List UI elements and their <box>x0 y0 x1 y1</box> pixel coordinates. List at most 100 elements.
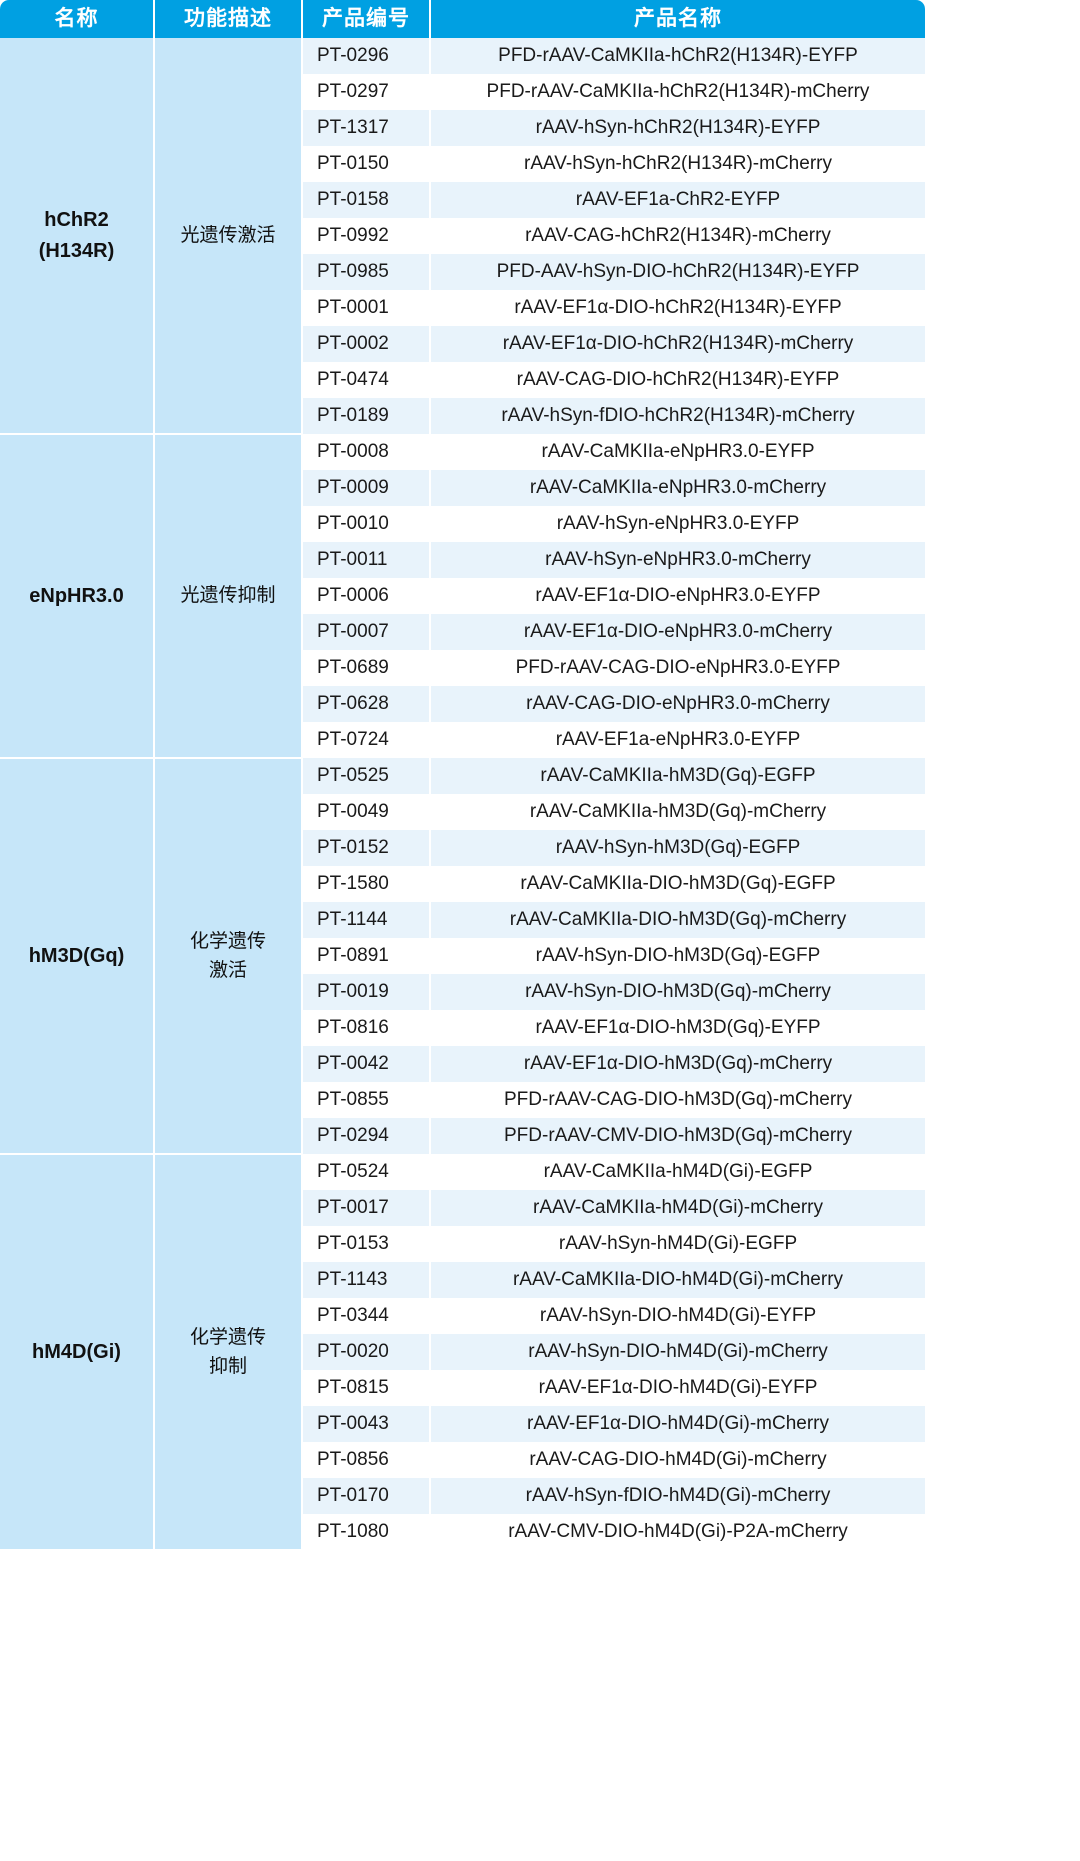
column-header-function-description: 功能描述 <box>154 0 303 38</box>
table-row: PT-0007 rAAV-EF1α-DIO-eNpHR3.0-mCherry <box>0 614 925 650</box>
product-name-cell: rAAV-hSyn-hM4D(Gi)-EGFP <box>430 1226 925 1262</box>
group-name-line: hM3D(Gq) <box>28 944 125 967</box>
group-description-line: 光遗传激活 <box>180 224 276 246</box>
product-code-cell: PT-0020 <box>302 1334 431 1370</box>
table-row: PT-0474 rAAV-CAG-DIO-hChR2(H134R)-EYFP <box>0 362 925 398</box>
group-name-cell: hChR2 (H134R) <box>0 38 155 435</box>
product-name-cell: rAAV-EF1α-DIO-eNpHR3.0-mCherry <box>430 614 925 650</box>
group-name-cell: hM3D(Gq) <box>0 758 155 1155</box>
product-name-cell: rAAV-CaMKIIa-hM3D(Gq)-mCherry <box>430 794 925 830</box>
product-code-cell: PT-0856 <box>302 1442 431 1478</box>
table-row: PT-0992 rAAV-CAG-hChR2(H134R)-mCherry <box>0 218 925 254</box>
column-header-name: 名称 <box>0 0 155 38</box>
product-name-cell: rAAV-hSyn-DIO-hM4D(Gi)-EYFP <box>430 1298 925 1334</box>
column-header-product-name: 产品名称 <box>430 0 925 38</box>
product-name-cell: rAAV-hSyn-hChR2(H134R)-mCherry <box>430 146 925 182</box>
table-row: PT-0189 rAAV-hSyn-fDIO-hChR2(H134R)-mCher… <box>0 398 925 434</box>
product-code-cell: PT-0985 <box>302 254 431 290</box>
table-row: PT-1144 rAAV-CaMKIIa-DIO-hM3D(Gq)-mCherry <box>0 902 925 938</box>
table-row: PT-0294 PFD-rAAV-CMV-DIO-hM3D(Gq)-mCherry <box>0 1118 925 1154</box>
product-code-cell: PT-1080 <box>302 1514 431 1550</box>
group-name-cell: hM4D(Gi) <box>0 1154 155 1551</box>
column-header-product-code: 产品编号 <box>302 0 431 38</box>
table-row: PT-0006 rAAV-EF1α-DIO-eNpHR3.0-EYFP <box>0 578 925 614</box>
table-row: PT-0011 rAAV-hSyn-eNpHR3.0-mCherry <box>0 542 925 578</box>
product-name-cell: rAAV-EF1a-eNpHR3.0-EYFP <box>430 722 925 758</box>
product-code-cell: PT-0297 <box>302 74 431 110</box>
product-code-cell: PT-0152 <box>302 830 431 866</box>
product-code-cell: PT-0001 <box>302 290 431 326</box>
table-row: PT-0017 rAAV-CaMKIIa-hM4D(Gi)-mCherry <box>0 1190 925 1226</box>
product-name-cell: rAAV-CAG-DIO-hChR2(H134R)-EYFP <box>430 362 925 398</box>
product-code-cell: PT-0815 <box>302 1370 431 1406</box>
group-description-line: 化学遗传 <box>189 1326 266 1348</box>
product-name-cell: rAAV-hSyn-hM3D(Gq)-EGFP <box>430 830 925 866</box>
product-name-cell: rAAV-CaMKIIa-DIO-hM3D(Gq)-EGFP <box>430 866 925 902</box>
table-row: hM3D(Gq) 化学遗传激活 PT-0525 rAAV-CaMKIIa-hM3D(G… <box>0 758 925 1155</box>
product-name-cell: rAAV-EF1α-DIO-hM4D(Gi)-EYFP <box>430 1370 925 1406</box>
product-table-wrapper: 名称 功能描述 产品编号 产品名称 hChR2 (H134R) 光遗传激活 PT-02… <box>0 0 925 1551</box>
product-code-cell: PT-0855 <box>302 1082 431 1118</box>
product-name-cell: rAAV-CaMKIIa-eNpHR3.0-mCherry <box>430 470 925 506</box>
group-description-line: 化学遗传 <box>189 930 266 952</box>
product-name-cell: rAAV-hSyn-fDIO-hM4D(Gi)-mCherry <box>430 1478 925 1514</box>
table-row: PT-0153 rAAV-hSyn-hM4D(Gi)-EGFP <box>0 1226 925 1262</box>
table-row: PT-0043 rAAV-EF1α-DIO-hM4D(Gi)-mCherry <box>0 1406 925 1442</box>
product-name-cell: PFD-rAAV-CAG-DIO-hM3D(Gq)-mCherry <box>430 1082 925 1118</box>
product-code-cell: PT-0296 <box>302 38 431 74</box>
product-name-cell: rAAV-CaMKIIa-eNpHR3.0-EYFP <box>430 434 925 470</box>
product-code-cell: PT-1143 <box>302 1262 431 1298</box>
product-name-cell: rAAV-EF1α-DIO-hM3D(Gq)-mCherry <box>430 1046 925 1082</box>
product-name-cell: rAAV-CaMKIIa-hM3D(Gq)-EGFP <box>430 758 925 794</box>
product-name-cell: PFD-rAAV-CMV-DIO-hM3D(Gq)-mCherry <box>430 1118 925 1154</box>
product-name-cell: rAAV-CAG-hChR2(H134R)-mCherry <box>430 218 925 254</box>
table-row: PT-1317 rAAV-hSyn-hChR2(H134R)-EYFP <box>0 110 925 146</box>
product-name-cell: rAAV-EF1α-DIO-eNpHR3.0-EYFP <box>430 578 925 614</box>
table-row: PT-0170 rAAV-hSyn-fDIO-hM4D(Gi)-mCherry <box>0 1478 925 1514</box>
table-row: PT-0689 PFD-rAAV-CAG-DIO-eNpHR3.0-EYFP <box>0 650 925 686</box>
table-row: hChR2 (H134R) 光遗传激活 PT-0296 PFD-rAAV-CaMKIIa… <box>0 38 925 435</box>
group-description-line: 激活 <box>208 960 247 981</box>
product-name-cell: rAAV-hSyn-fDIO-hChR2(H134R)-mCherry <box>430 398 925 434</box>
table-row: PT-0009 rAAV-CaMKIIa-eNpHR3.0-mCherry <box>0 470 925 506</box>
product-name-cell: rAAV-EF1α-DIO-hChR2(H134R)-EYFP <box>430 290 925 326</box>
product-name-cell: PFD-rAAV-CaMKIIa-hChR2(H134R)-mCherry <box>430 74 925 110</box>
table-header: 名称 功能描述 产品编号 产品名称 <box>0 0 925 38</box>
table-row: PT-0010 rAAV-hSyn-eNpHR3.0-EYFP <box>0 506 925 542</box>
product-code-cell: PT-0992 <box>302 218 431 254</box>
table-row: eNpHR3.0 光遗传抑制 PT-0008 rAAV-CaMKIIa-eNpHR3.… <box>0 434 925 759</box>
product-code-cell: PT-0043 <box>302 1406 431 1442</box>
product-code-cell: PT-0007 <box>302 614 431 650</box>
product-name-cell: rAAV-EF1a-ChR2-EYFP <box>430 182 925 218</box>
table-row: PT-0020 rAAV-hSyn-DIO-hM4D(Gi)-mCherry <box>0 1334 925 1370</box>
product-code-cell: PT-0724 <box>302 722 431 758</box>
group-description-cell: 化学遗传 抑制 <box>154 1154 303 1551</box>
group-description-line: 抑制 <box>208 1356 247 1377</box>
product-code-cell: PT-0891 <box>302 938 431 974</box>
product-name-cell: rAAV-EF1α-DIO-hM4D(Gi)-mCherry <box>430 1406 925 1442</box>
product-name-cell: rAAV-CAG-DIO-eNpHR3.0-mCherry <box>430 686 925 722</box>
table-row: PT-0816 rAAV-EF1α-DIO-hM3D(Gq)-EYFP <box>0 1010 925 1046</box>
table-row: PT-0152 rAAV-hSyn-hM3D(Gq)-EGFP <box>0 830 925 866</box>
table-row: PT-0891 rAAV-hSyn-DIO-hM3D(Gq)-EGFP <box>0 938 925 974</box>
group-name-line: eNpHR3.0 <box>29 584 124 607</box>
product-code-cell: PT-0525 <box>302 758 431 794</box>
table-body: hChR2 (H134R) 光遗传激活 PT-0296 PFD-rAAV-CaMKIIa… <box>0 38 925 1551</box>
product-code-cell: PT-0042 <box>302 1046 431 1082</box>
group-name-line: hChR2 <box>44 208 109 231</box>
product-code-cell: PT-1144 <box>302 902 431 938</box>
product-name-cell: rAAV-hSyn-DIO-hM4D(Gi)-mCherry <box>430 1334 925 1370</box>
product-code-cell: PT-1317 <box>302 110 431 146</box>
product-name-cell: rAAV-hSyn-DIO-hM3D(Gq)-EGFP <box>430 938 925 974</box>
product-code-cell: PT-0816 <box>302 1010 431 1046</box>
group-name-cell: eNpHR3.0 <box>0 434 155 759</box>
product-code-cell: PT-0153 <box>302 1226 431 1262</box>
group-description-line: 光遗传抑制 <box>180 585 276 607</box>
table-row: PT-1143 rAAV-CaMKIIa-DIO-hM4D(Gi)-mCherry <box>0 1262 925 1298</box>
product-code-cell: PT-0049 <box>302 794 431 830</box>
product-code-cell: PT-0011 <box>302 542 431 578</box>
product-code-cell: PT-1580 <box>302 866 431 902</box>
table-row: PT-0002 rAAV-EF1α-DIO-hChR2(H134R)-mCherr… <box>0 326 925 362</box>
product-name-cell: rAAV-CaMKIIa-hM4D(Gi)-mCherry <box>430 1190 925 1226</box>
table-row: PT-1080 rAAV-CMV-DIO-hM4D(Gi)-P2A-mCherry <box>0 1514 925 1550</box>
